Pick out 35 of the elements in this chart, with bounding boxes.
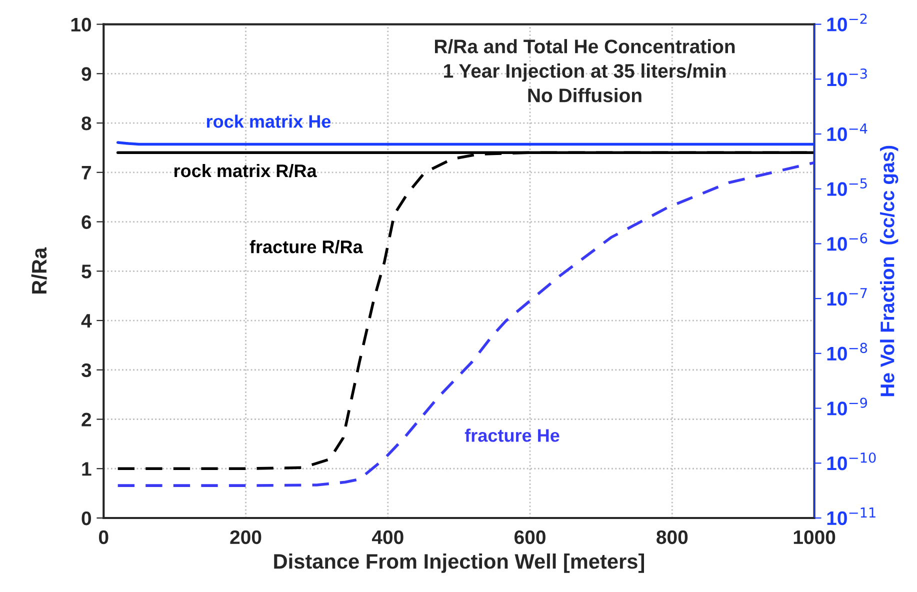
text: R/Ra and Total He Concentration 1 Year Injection at 35 liters/min No Diffusion [434, 39, 735, 102]
y-tick-label: 0 [82, 511, 92, 526]
y2-tick-label: 10$^{−4}$ [827, 124, 868, 142]
y-axis-title: R/Ra [31, 247, 47, 294]
series-label: rock matrix R/Ra [174, 164, 317, 178]
x-tick-label: 800 [656, 530, 688, 544]
x-axis-title: Distance From Injection Well [meters] [274, 553, 644, 573]
x-tick-label: 400 [372, 530, 404, 544]
series-label: rock matrix He [206, 114, 331, 128]
y-tick-label: 2 [82, 412, 92, 426]
x-tick-label: 0 [98, 530, 108, 544]
y-tick-label: 10 [71, 18, 92, 32]
y-tick-label: 6 [82, 215, 92, 229]
y-tick-label: 1 [82, 462, 92, 476]
y2-tick-label: 10$^{−5}$ [827, 178, 867, 196]
y-tick-label: 4 [81, 314, 92, 328]
y2-tick-label: 10$^{−2}$ [827, 14, 867, 32]
x-tick-label: 600 [514, 530, 546, 544]
y2-tick-label: 10$^{−8}$ [827, 342, 868, 361]
y2-tick-label: 10$^{−3}$ [827, 68, 867, 86]
y2-tick-label: 10$^{−9}$ [827, 398, 868, 416]
y-tick-label: 3 [81, 363, 92, 378]
y-tick-label: 7 [82, 166, 91, 180]
x-tick-label: 200 [230, 530, 262, 544]
text: fracture He [464, 428, 560, 442]
series-label: fracture R/Ra [250, 240, 363, 254]
y-tick-label: 5 [82, 264, 92, 278]
y-tick-label: 8 [82, 116, 92, 130]
y2-tick-label: 10$^{−10}$ [827, 452, 876, 470]
y2-tick-label: 10$^{−6}$ [827, 233, 868, 251]
y-tick-label: 9 [82, 67, 92, 81]
y2-tick-label: 10$^{−7}$ [827, 288, 867, 306]
y2-tick-label: 10$^{−11}$ [827, 508, 876, 526]
y2-axis-title: He Vol Fraction (cc/cc gas) [880, 146, 898, 396]
x-tick-label: 1000 [794, 530, 836, 544]
